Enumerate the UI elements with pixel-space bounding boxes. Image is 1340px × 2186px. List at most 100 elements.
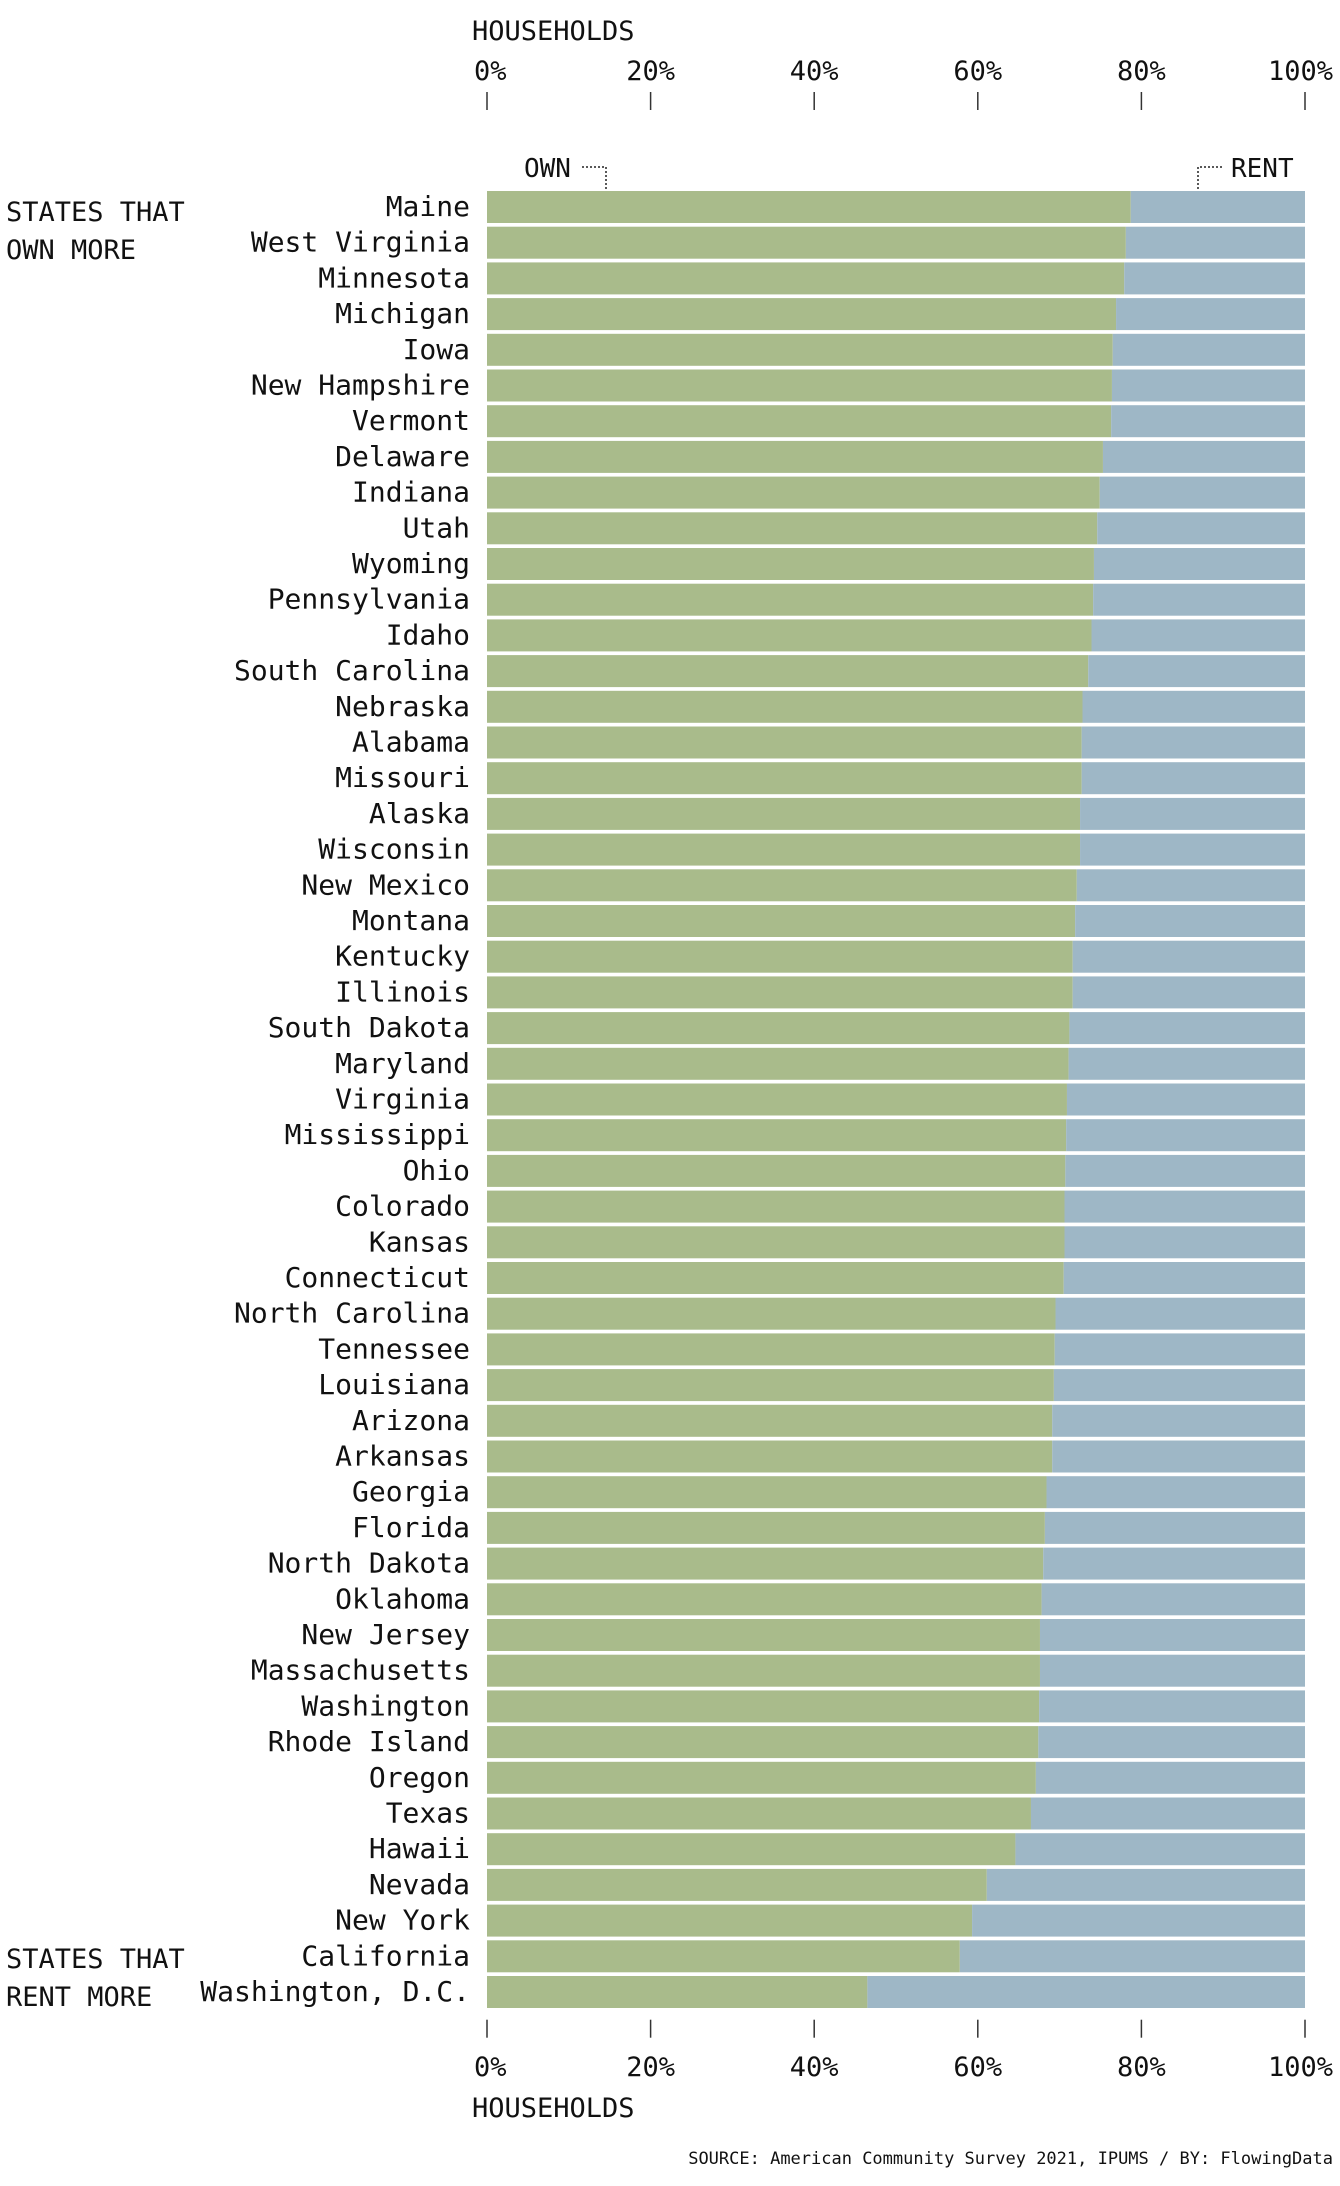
top-tick-label-5: 100% <box>1268 56 1333 87</box>
rent-bar-48 <box>972 1904 1305 1937</box>
own-bar-46 <box>487 1833 1016 1866</box>
rent-bar-15 <box>1081 726 1305 759</box>
bottom-tick-label-2: 40% <box>790 2052 839 2083</box>
rent-bar-46 <box>1015 1833 1305 1866</box>
top-tick-label-4: 80% <box>1117 56 1166 87</box>
rent-bar-4 <box>1112 333 1305 366</box>
own-bar-8 <box>487 476 1100 509</box>
state-label-2: Minnesota <box>318 261 470 294</box>
own-bar-49 <box>487 1940 960 1973</box>
rent-bar-16 <box>1081 762 1305 795</box>
rent-series-label-group: RENT <box>1197 154 1294 190</box>
state-label-49: California <box>301 1939 470 1972</box>
state-label-16: Missouri <box>335 761 470 794</box>
own-bar-1 <box>487 226 1126 259</box>
rent-bar-44 <box>1035 1761 1305 1794</box>
rent-bar-6 <box>1111 405 1305 438</box>
rent-bar-11 <box>1093 583 1305 616</box>
rent-bar-3 <box>1116 298 1305 331</box>
rent-bar-49 <box>959 1940 1305 1973</box>
own-bar-34 <box>487 1404 1053 1437</box>
rent-bar-9 <box>1097 512 1305 545</box>
bottom-tick-label-0: 0% <box>474 2052 507 2083</box>
state-label-12: Idaho <box>386 618 470 651</box>
state-label-3: Michigan <box>335 297 470 330</box>
rent-bar-26 <box>1066 1119 1305 1152</box>
rent-bar-50 <box>867 1976 1305 2008</box>
own-bar-32 <box>487 1333 1055 1366</box>
rent-bar-8 <box>1099 476 1305 509</box>
own-bar-42 <box>487 1690 1040 1723</box>
own-series-label-group: OWN <box>524 154 607 190</box>
own-bar-28 <box>487 1190 1065 1223</box>
state-label-19: New Mexico <box>301 868 470 901</box>
own-series-leader-line <box>582 166 607 190</box>
bottom-axis: 0% 20% 40% 60% 80% 100% <box>474 2019 1333 2083</box>
state-label-30: Connecticut <box>285 1261 470 1294</box>
state-label-14: Nebraska <box>335 690 470 723</box>
state-label-29: Kansas <box>369 1225 470 1258</box>
state-label-5: New Hampshire <box>251 369 470 402</box>
rent-bar-14 <box>1082 690 1305 723</box>
own-bar-43 <box>487 1726 1039 1759</box>
bars-group <box>487 191 1305 2008</box>
state-label-38: North Dakota <box>268 1547 470 1580</box>
own-bar-20 <box>487 905 1076 937</box>
state-label-24: Maryland <box>335 1047 470 1080</box>
rent-bar-19 <box>1076 869 1305 902</box>
state-label-10: Wyoming <box>352 547 470 580</box>
state-label-11: Pennsylvania <box>268 583 470 616</box>
own-bar-0 <box>487 191 1131 223</box>
state-label-25: Virginia <box>335 1083 470 1116</box>
rent-bar-0 <box>1130 191 1305 223</box>
own-bar-4 <box>487 333 1113 366</box>
own-bar-5 <box>487 369 1112 402</box>
own-bar-17 <box>487 797 1081 830</box>
rent-bar-31 <box>1055 1297 1305 1330</box>
state-label-41: Massachusetts <box>251 1654 470 1687</box>
state-label-35: Arkansas <box>335 1440 470 1473</box>
rent-bar-23 <box>1069 1012 1305 1045</box>
own-bar-27 <box>487 1154 1066 1187</box>
state-label-20: Montana <box>352 904 470 937</box>
top-axis: 0% 20% 40% 60% 80% 100% <box>474 56 1333 110</box>
rent-bar-33 <box>1053 1369 1305 1402</box>
own-bar-45 <box>487 1797 1031 1830</box>
state-label-45: Texas <box>386 1797 470 1830</box>
state-label-46: Hawaii <box>369 1832 470 1865</box>
state-label-34: Arizona <box>352 1404 470 1437</box>
rent-bar-45 <box>1030 1797 1305 1830</box>
state-label-42: Washington <box>301 1689 470 1722</box>
state-label-28: Colorado <box>335 1190 470 1223</box>
state-label-6: Vermont <box>352 404 470 437</box>
state-label-17: Alaska <box>369 797 470 830</box>
rent-bar-29 <box>1064 1226 1305 1259</box>
axis-title-top: HOUSEHOLDS <box>472 16 635 47</box>
rent-bar-22 <box>1072 976 1305 1009</box>
top-tick-label-2: 40% <box>790 56 839 87</box>
own-bar-31 <box>487 1297 1056 1330</box>
own-bar-22 <box>487 976 1073 1009</box>
state-label-4: Iowa <box>403 333 470 366</box>
own-bar-14 <box>487 690 1083 723</box>
own-bar-26 <box>487 1119 1067 1152</box>
state-label-22: Illinois <box>335 975 470 1008</box>
own-bar-38 <box>487 1547 1044 1580</box>
bottom-tick-label-4: 80% <box>1117 2052 1166 2083</box>
state-label-9: Utah <box>403 511 470 544</box>
state-label-15: Alabama <box>352 726 470 759</box>
own-bar-36 <box>487 1476 1047 1509</box>
state-label-27: Ohio <box>403 1154 470 1187</box>
top-tick-label-1: 20% <box>626 56 675 87</box>
own-bar-23 <box>487 1012 1070 1045</box>
rent-bar-47 <box>986 1868 1305 1901</box>
rent-bar-18 <box>1080 833 1305 866</box>
state-label-18: Wisconsin <box>318 833 470 866</box>
rent-bar-12 <box>1091 619 1305 652</box>
axis-title-bottom: HOUSEHOLDS <box>472 2093 635 2124</box>
top-tick-label-0: 0% <box>474 56 507 87</box>
state-label-33: Louisiana <box>318 1368 470 1401</box>
own-bar-2 <box>487 262 1125 295</box>
own-bar-18 <box>487 833 1081 866</box>
